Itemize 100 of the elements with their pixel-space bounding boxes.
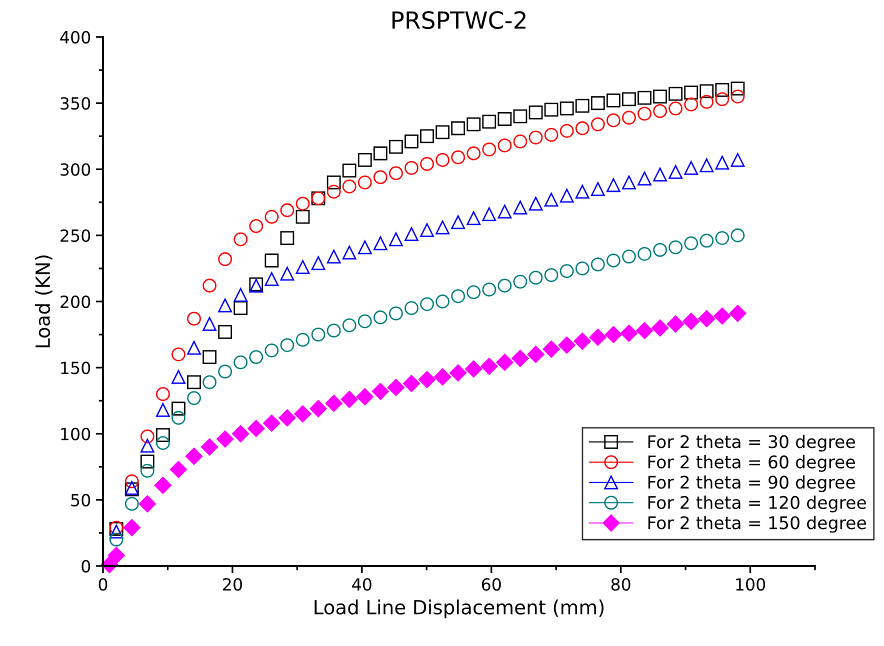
- point: [216, 430, 234, 448]
- point: [513, 274, 528, 289]
- point: [466, 117, 481, 132]
- point: [109, 532, 124, 546]
- point: [606, 113, 620, 128]
- point: [620, 324, 638, 342]
- point: [544, 192, 558, 207]
- point: [418, 370, 436, 388]
- point: [498, 138, 512, 152]
- point: [124, 474, 139, 488]
- point: [668, 164, 683, 179]
- point: [234, 355, 248, 370]
- point: [528, 270, 543, 285]
- point: [404, 160, 418, 175]
- point: [294, 405, 312, 422]
- point: [544, 102, 558, 117]
- x-tick-label: 100: [736, 578, 766, 591]
- point: [528, 130, 543, 144]
- point: [218, 298, 232, 312]
- y-axis-title: Load (KN): [35, 256, 52, 348]
- point: [140, 429, 154, 444]
- point: [575, 184, 590, 199]
- point: [575, 98, 590, 113]
- point: [715, 92, 730, 106]
- point: [373, 310, 388, 324]
- point: [560, 124, 574, 138]
- point: [356, 388, 374, 406]
- point: [653, 168, 667, 182]
- point: [606, 178, 620, 192]
- point: [263, 414, 280, 432]
- point: [715, 156, 730, 170]
- point: [124, 496, 139, 511]
- point: [280, 338, 294, 352]
- point: [202, 350, 216, 364]
- point: [218, 252, 232, 266]
- point: [342, 246, 356, 260]
- point: [558, 336, 576, 354]
- point: [480, 358, 498, 375]
- point: [249, 350, 264, 364]
- point: [342, 318, 356, 332]
- point: [730, 153, 745, 167]
- point: [420, 297, 434, 312]
- point: [202, 375, 216, 390]
- point: [513, 109, 528, 124]
- legend-label: For 2 theta = 120 degree: [648, 496, 866, 512]
- point: [700, 158, 714, 172]
- point: [729, 304, 746, 322]
- point: [202, 278, 216, 293]
- point: [682, 312, 700, 330]
- point: [466, 211, 481, 226]
- point: [296, 210, 310, 224]
- point: [622, 110, 636, 125]
- point: [187, 312, 201, 326]
- point: [574, 332, 591, 350]
- point: [280, 231, 294, 245]
- point: [498, 278, 512, 293]
- point: [280, 203, 294, 218]
- point: [653, 104, 667, 118]
- point: [730, 82, 745, 96]
- point: [156, 428, 170, 442]
- point: [373, 236, 388, 250]
- point: [342, 164, 356, 178]
- point: [154, 476, 172, 494]
- point: [700, 234, 714, 248]
- point: [575, 121, 590, 136]
- point: [636, 322, 654, 340]
- point: [172, 410, 186, 425]
- point: [172, 402, 186, 416]
- point: [218, 324, 232, 339]
- point: [668, 86, 683, 101]
- point: [420, 157, 434, 171]
- x-tick-label: 40: [352, 578, 372, 591]
- point: [451, 215, 466, 230]
- point: [264, 254, 279, 268]
- point: [296, 332, 310, 347]
- point: [404, 134, 418, 148]
- point: [700, 94, 714, 109]
- point: [684, 98, 698, 112]
- point: [590, 182, 605, 196]
- point: [404, 301, 418, 316]
- point: [278, 409, 296, 426]
- point: [482, 207, 496, 222]
- point: [512, 350, 529, 367]
- point: [436, 125, 450, 140]
- point: [248, 420, 265, 438]
- point: [684, 236, 698, 250]
- point: [156, 387, 170, 402]
- point: [434, 368, 452, 386]
- y-tick-label: 350: [60, 97, 90, 110]
- y-tick-label: 100: [61, 428, 90, 440]
- point: [187, 340, 201, 355]
- point: [326, 250, 341, 264]
- point: [482, 114, 496, 129]
- point: [326, 176, 341, 190]
- point: [698, 310, 716, 328]
- point: [264, 210, 279, 224]
- point: [264, 272, 279, 286]
- point: [700, 84, 714, 98]
- point: [684, 160, 698, 175]
- point: [387, 378, 405, 396]
